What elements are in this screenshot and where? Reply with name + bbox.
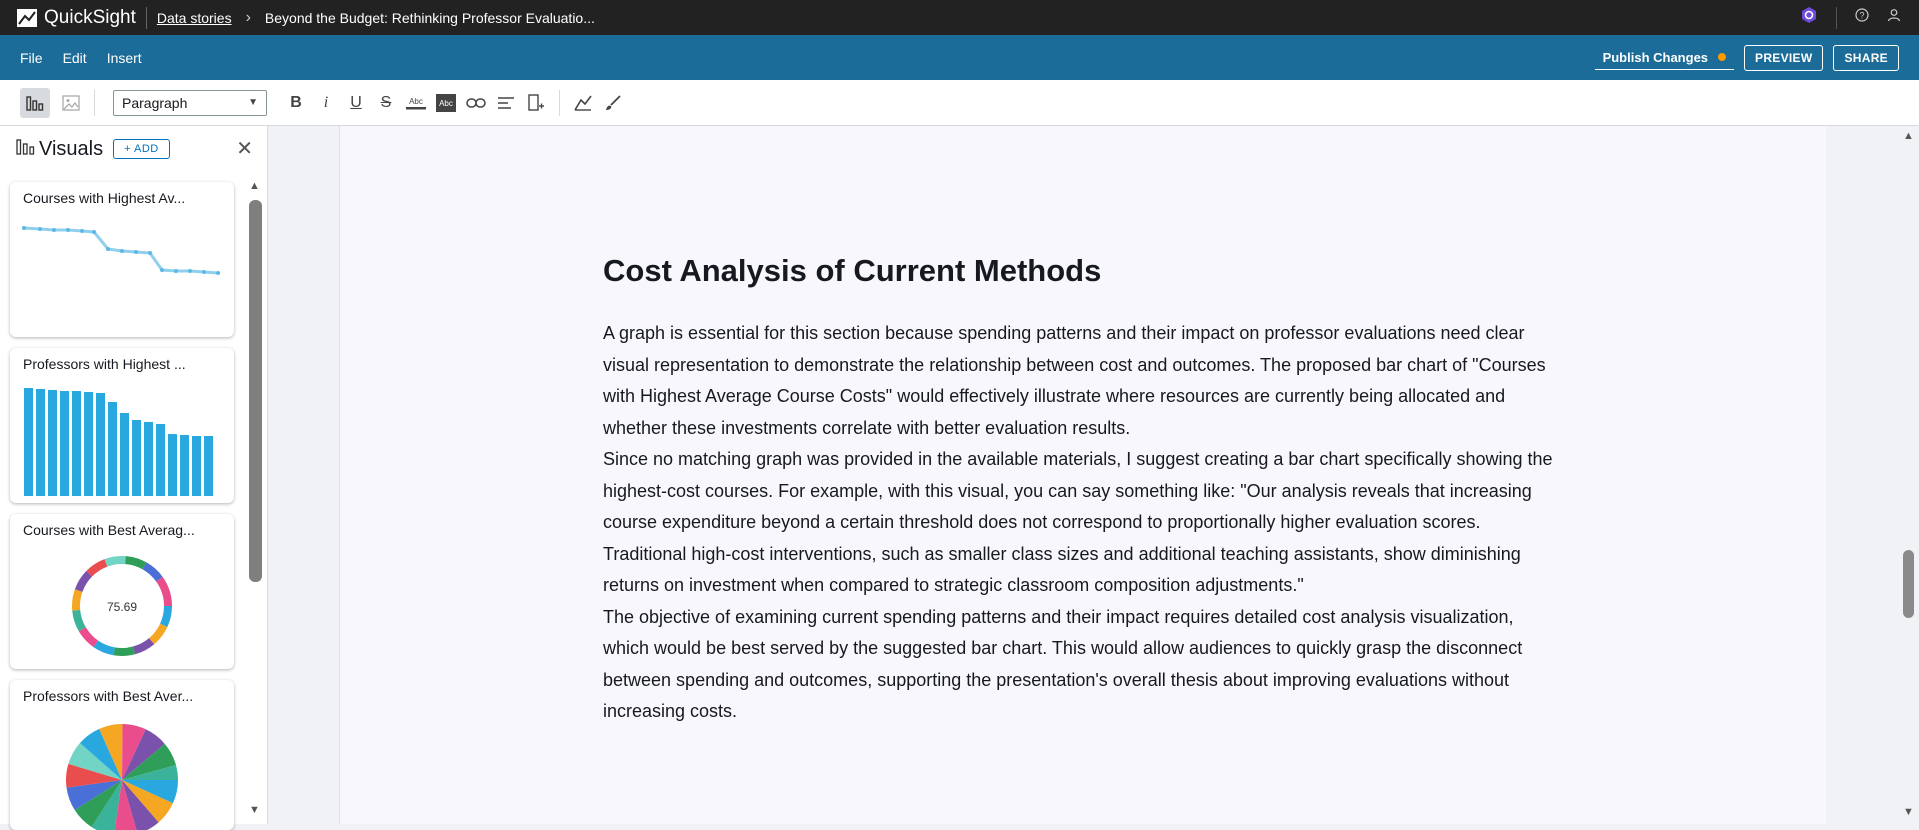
donut-chart-thumbnail-icon xyxy=(72,556,172,656)
divider xyxy=(1836,6,1837,29)
add-visual-button[interactable]: + ADD xyxy=(113,139,170,159)
line-chart-thumbnail-icon xyxy=(22,226,220,275)
paintbrush-icon[interactable] xyxy=(598,88,628,118)
visuals-scrollbar[interactable] xyxy=(249,200,262,582)
donut-center-value: 75.69 xyxy=(106,600,138,614)
help-icon[interactable]: ? xyxy=(1855,8,1869,27)
caret-down-icon: ▼ xyxy=(248,97,258,108)
link-icon[interactable] xyxy=(461,88,491,118)
underline-icon[interactable]: U xyxy=(350,93,362,111)
top-right-actions: ? xyxy=(1800,0,1901,35)
chevron-right-icon: › xyxy=(245,8,251,26)
visuals-panel: Visuals + ADD ✕ Courses with Highest Av.… xyxy=(0,126,268,830)
themes-icon[interactable] xyxy=(568,88,598,118)
visuals-panel-toggle-icon[interactable] xyxy=(20,87,50,118)
menu-file[interactable]: File xyxy=(20,49,43,66)
svg-text:Abc: Abc xyxy=(409,97,423,106)
unsaved-dot-icon xyxy=(1718,53,1727,61)
svg-text:?: ? xyxy=(1859,11,1864,21)
text-color-icon[interactable]: Abc xyxy=(401,88,431,118)
visual-card[interactable]: Professors with Best Aver... xyxy=(10,680,234,830)
visual-card[interactable]: Courses with Highest Av... xyxy=(10,182,234,337)
plus-icon: + xyxy=(124,143,134,155)
strikethrough-icon[interactable]: S xyxy=(380,93,392,111)
visual-card-title: Professors with Best Aver... xyxy=(23,688,194,704)
menu-bar: File Edit Insert Publish Changes PREVIEW… xyxy=(0,35,1919,80)
main-scroll-up-icon[interactable]: ▲ xyxy=(1903,130,1914,142)
visual-card-title: Courses with Highest Av... xyxy=(23,190,186,206)
italic-icon[interactable]: i xyxy=(323,93,329,111)
publish-label: Publish Changes xyxy=(1602,49,1709,65)
story-title: Beyond the Budget: Rethinking Professor … xyxy=(264,9,595,26)
menu-insert[interactable]: Insert xyxy=(106,49,142,66)
share-button[interactable]: SHARE xyxy=(1833,44,1899,71)
scroll-down-icon[interactable]: ▼ xyxy=(249,804,260,816)
menu-edit[interactable]: Edit xyxy=(62,49,87,66)
breadcrumb-data-stories[interactable]: Data stories xyxy=(156,9,232,26)
visual-card[interactable]: Professors with Highest ... xyxy=(10,348,234,503)
canvas-right-gutter xyxy=(1826,126,1902,824)
formatting-toolbar: Paragraph ▼ B i U S Abc Abc xyxy=(0,80,1919,126)
svg-text:Abc: Abc xyxy=(439,99,453,108)
canvas-left-gutter xyxy=(268,126,339,824)
visual-card-title: Courses with Best Averag... xyxy=(23,522,195,538)
menu-actions: Publish Changes PREVIEW SHARE xyxy=(1594,35,1899,80)
divider xyxy=(559,89,560,116)
visuals-panel-title: Visuals xyxy=(39,137,104,160)
publish-changes-button[interactable]: Publish Changes xyxy=(1594,46,1735,70)
visuals-chart-icon xyxy=(16,138,35,160)
visuals-panel-header: Visuals + ADD ✕ xyxy=(0,126,267,172)
section-heading[interactable]: Cost Analysis of Current Methods xyxy=(603,253,1102,288)
bold-icon[interactable]: B xyxy=(290,93,302,111)
visual-card-title: Professors with Highest ... xyxy=(23,356,186,372)
main-scrollbar[interactable] xyxy=(1903,550,1914,618)
user-icon[interactable] xyxy=(1887,8,1901,27)
top-bar: QuickSight Data stories › Beyond the Bud… xyxy=(0,0,1919,35)
paragraph[interactable]: The objective of examining current spend… xyxy=(603,606,1523,722)
paragraph-style-select[interactable]: Paragraph ▼ xyxy=(113,89,267,116)
image-icon[interactable] xyxy=(56,88,86,118)
quicksight-logo[interactable]: QuickSight xyxy=(17,7,136,29)
paragraph[interactable]: A graph is essential for this section be… xyxy=(603,323,1546,438)
quicksight-logo-icon xyxy=(17,8,37,27)
highlight-color-icon[interactable]: Abc xyxy=(431,88,461,118)
align-left-icon[interactable] xyxy=(491,88,521,118)
story-page[interactable] xyxy=(339,126,1827,824)
bar-chart-thumbnail-icon xyxy=(24,388,213,496)
q-assistant-icon[interactable] xyxy=(1800,6,1818,29)
divider xyxy=(145,6,147,29)
visual-card[interactable]: Courses with Best Averag... 75.69 xyxy=(10,514,234,669)
add-label: ADD xyxy=(134,143,159,155)
scroll-up-icon[interactable]: ▲ xyxy=(249,180,260,192)
paragraph-style-value: Paragraph xyxy=(122,94,188,111)
insert-element-icon[interactable] xyxy=(521,88,551,118)
main-scroll-down-icon[interactable]: ▼ xyxy=(1903,806,1914,818)
divider xyxy=(94,89,95,116)
app-name: QuickSight xyxy=(44,6,136,28)
section-body[interactable]: A graph is essential for this section be… xyxy=(603,318,1563,728)
paragraph[interactable]: Since no matching graph was provided in … xyxy=(603,449,1553,595)
close-icon[interactable]: ✕ xyxy=(236,138,253,160)
preview-button[interactable]: PREVIEW xyxy=(1744,44,1824,71)
pie-chart-thumbnail-icon xyxy=(66,724,178,830)
